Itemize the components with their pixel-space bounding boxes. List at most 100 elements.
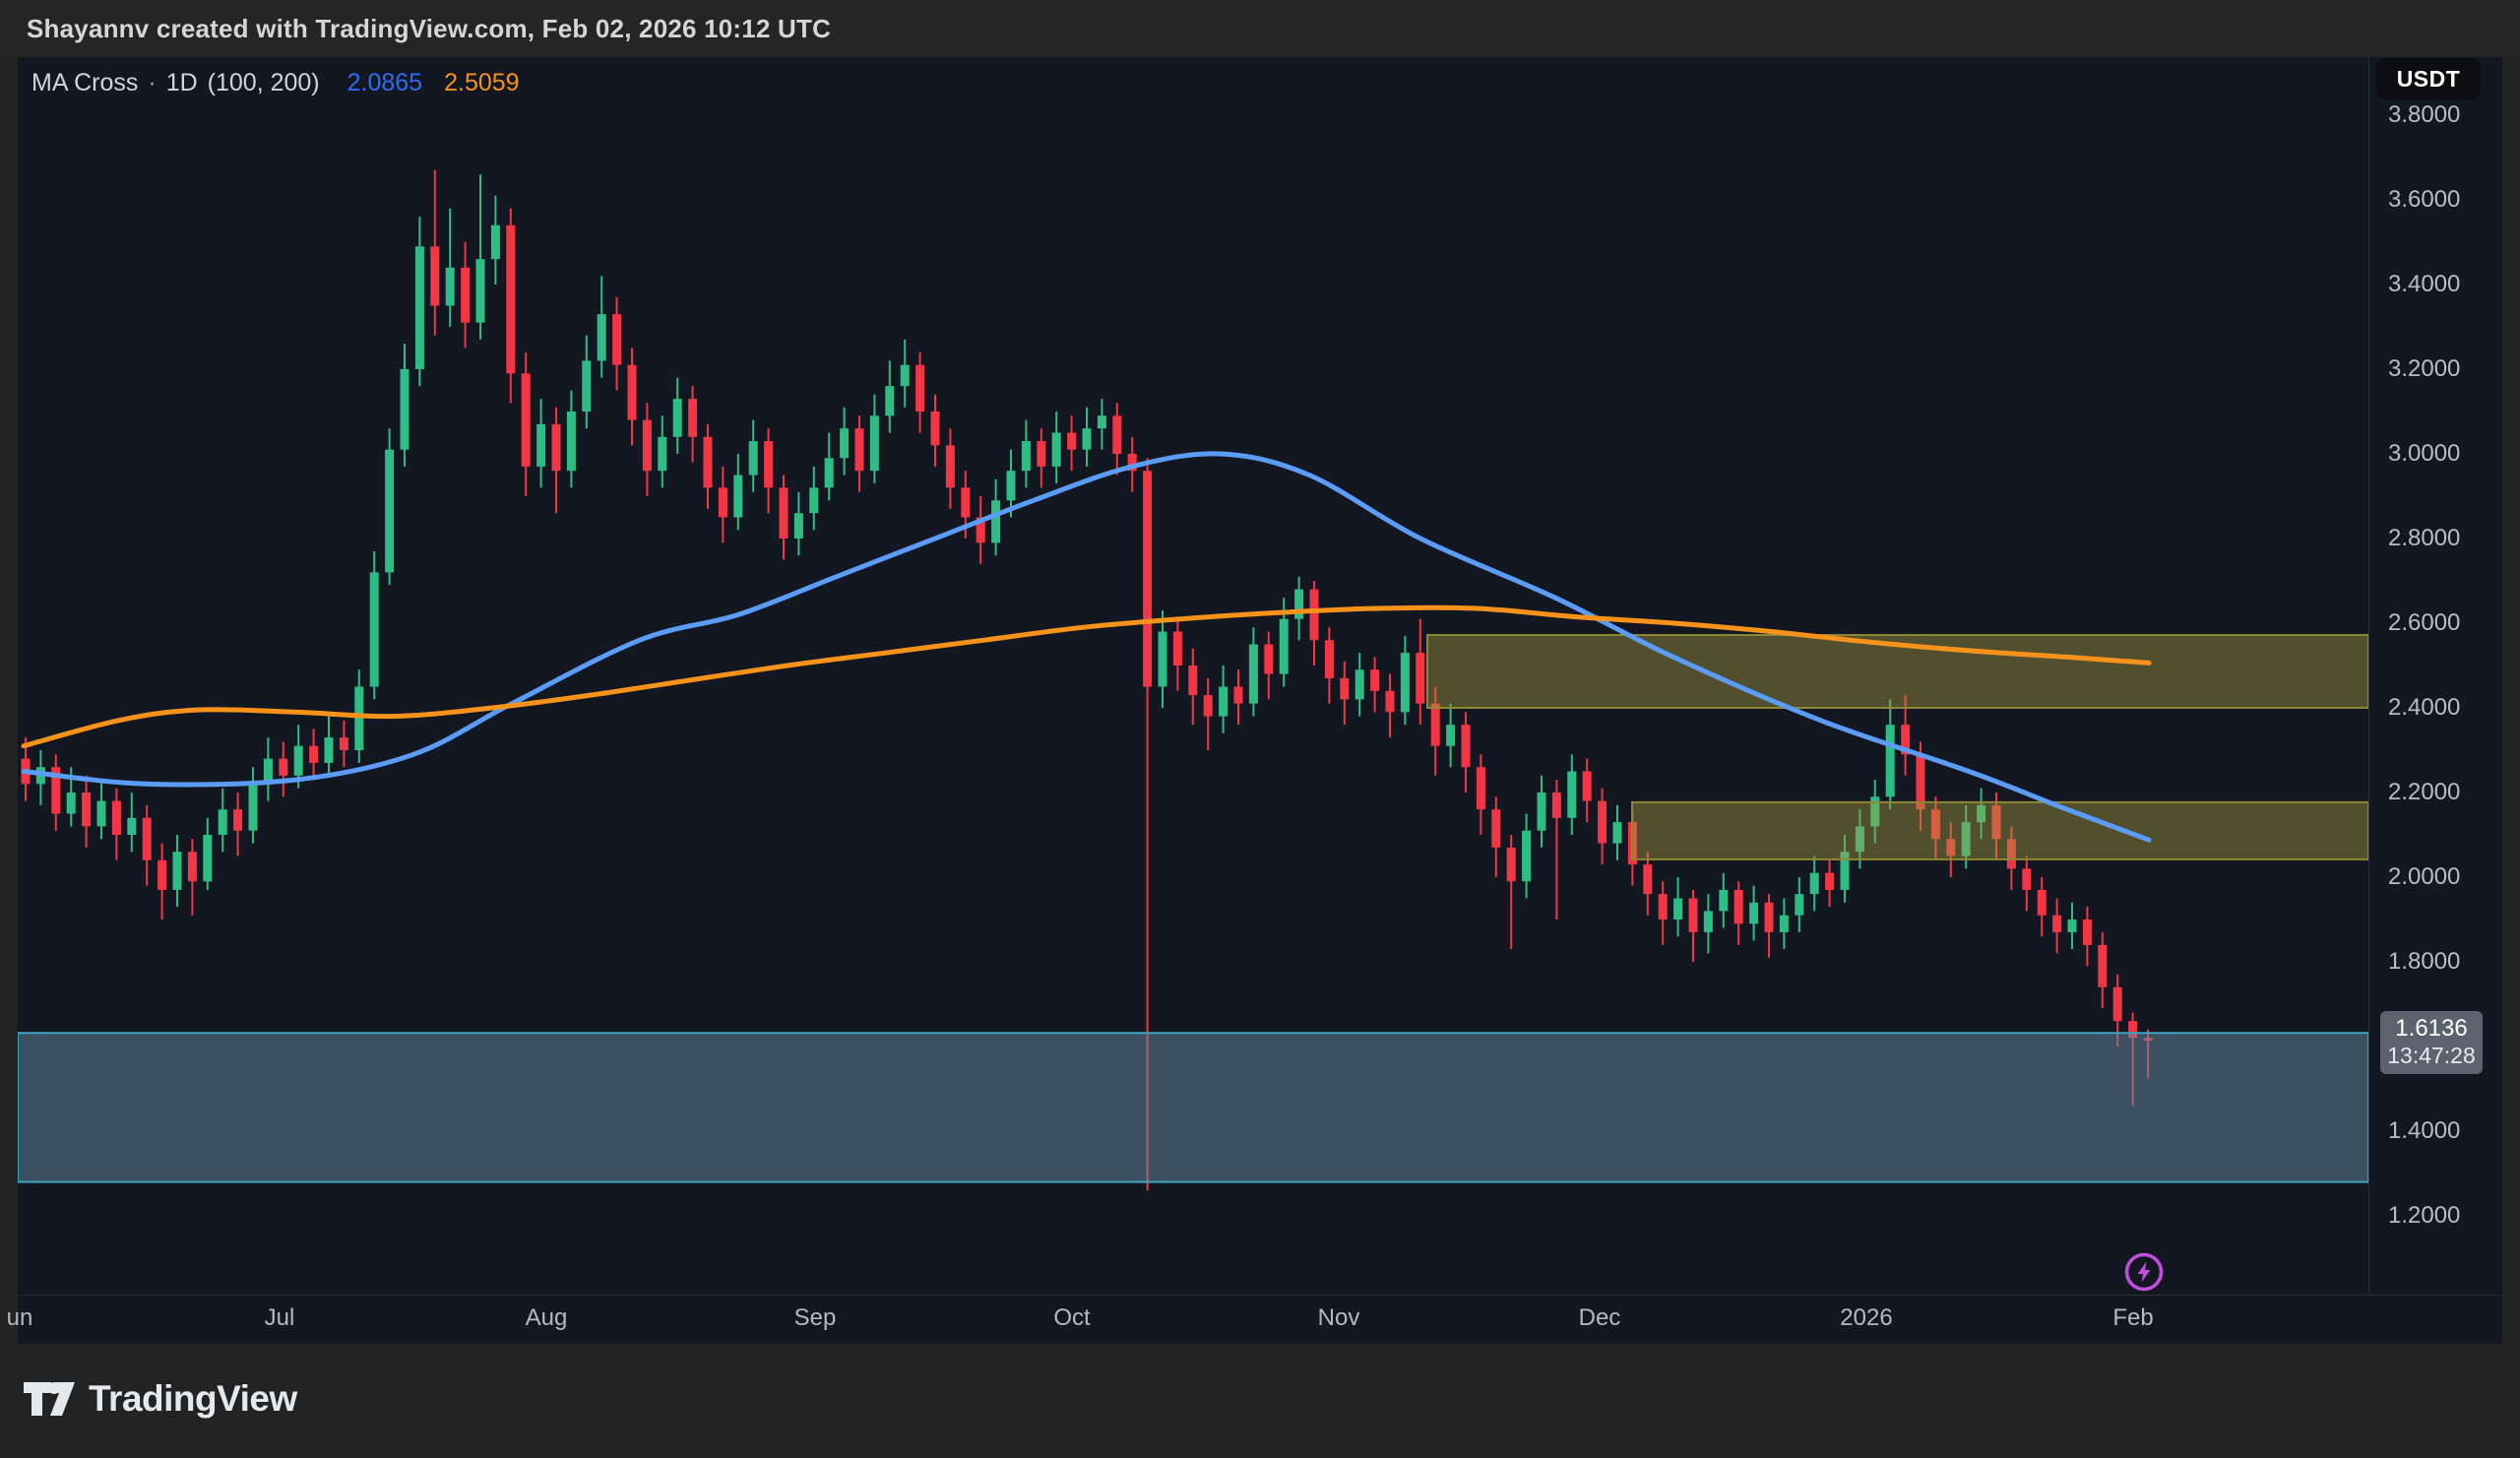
candle-body [703,436,713,488]
candle-body [1416,653,1425,704]
price-axis[interactable]: USDT 3.8000 3.6000 3.4000 3.2000 3.0000 2.800… [2368,57,2502,1295]
candle-body [385,449,395,573]
candle-body [536,423,546,467]
candle-body [354,686,364,750]
candle-body [82,792,92,827]
indicator-params: (100, 200) [207,69,320,96]
indicator-legend[interactable]: MA Cross · 1D (100, 200) 2.0865 2.5059 [32,69,520,97]
price-tick-label: 2.6000 [2388,609,2461,636]
price-tick-label: 1.2000 [2388,1202,2461,1229]
candle-body [1612,822,1622,844]
candle-body [1188,666,1198,696]
candle-body [551,423,561,472]
price-tick-label: 1.8000 [2388,948,2461,975]
candle-body [1764,902,1774,932]
candle-body [1688,898,1698,932]
candle-body [1067,432,1077,450]
candle-body [748,441,758,475]
candle-body [1158,631,1167,687]
attribution-text: Shayannv created with TradingView.com, F… [27,14,832,43]
candle-body [51,767,61,814]
candlestick-chart [18,169,2368,1191]
candle-body [142,817,152,860]
candle-body [1825,872,1835,890]
candle-body [1658,894,1668,919]
candle-body [293,745,303,776]
candle-body [1537,792,1546,831]
candle-body [1491,809,1501,848]
candle-body [840,428,850,459]
time-axis-label: un [6,1304,33,1331]
price-tick-label: 2.8000 [2388,525,2461,551]
candle-body [991,500,1001,543]
time-axis-label: Sep [793,1304,837,1331]
candle-body [1809,872,1819,895]
legend-separator: · [148,69,157,96]
candle-body [1795,894,1804,916]
candle-body [1400,653,1410,713]
candle-body [506,224,516,374]
candle-body [248,784,258,831]
candle-body [930,412,940,446]
candle-body [2037,889,2047,916]
candle-body [127,817,137,835]
tradingview-logo[interactable]: TradingView [24,1376,297,1422]
candle-body [1461,725,1471,768]
tradingview-logo-icon [24,1382,75,1416]
price-tick-label: 3.0000 [2388,440,2461,467]
candle-body [612,314,622,365]
indicator-title: MA Cross [32,69,139,96]
candle-body [309,745,319,763]
candle-body [869,415,879,472]
candle-body [2022,868,2032,890]
chart-pane[interactable]: MA Cross · 1D (100, 200) 2.0865 2.5059 [18,57,2368,1295]
candle-body [688,399,698,437]
time-axis[interactable]: un Jul Aug Sep Oct Nov Dec 2026 Feb [7,1295,2502,1344]
last-price-tag: 1.6136 13:47:28 [2380,1011,2483,1075]
candle-body [1264,644,1274,674]
candle-body [490,224,500,260]
candle-body [1582,771,1592,801]
candle-body [1870,796,1880,827]
boost-lightning-button[interactable] [2123,1251,2165,1293]
candle-body [1567,771,1577,818]
candle-body [111,800,121,835]
lightning-icon [2124,1252,2164,1292]
candle-body [627,364,637,420]
candle-body [824,458,834,488]
candle-body [445,267,455,306]
candle-body [187,852,197,882]
candle-body [2112,986,2122,1022]
candle-body [1006,471,1016,501]
time-axis-label: Jul [264,1304,295,1331]
ma-fast-value: 2.0865 [346,69,423,96]
candle-body [1855,826,1864,853]
candle-body [1309,589,1319,641]
quote-currency-toggle[interactable]: USDT [2376,58,2481,99]
candle-body [1143,471,1153,687]
candle-body [672,399,682,437]
candle-body [1991,804,2001,840]
attribution-bar: Shayannv created with TradingView.com, F… [0,0,2520,57]
candle-body [793,513,803,539]
candle-body [475,259,485,323]
bar-countdown: 13:47:28 [2387,1043,2476,1069]
candle-body [1961,822,1971,856]
candle-body [854,428,864,472]
candle-body [1733,889,1743,924]
candle-body [263,758,273,785]
time-axis-label: 2026 [1840,1304,1893,1331]
candle-body [339,737,348,750]
candle-body [961,487,971,518]
candle-body [597,314,606,361]
supply-zone-lower[interactable] [1631,800,2368,860]
time-axis-label: Aug [525,1304,568,1331]
candle-body [1840,852,1850,890]
price-tick-label: 3.2000 [2388,355,2461,382]
candle-body [158,859,167,890]
candle-body [2082,919,2092,945]
support-zone[interactable] [18,1032,2368,1183]
candle-body [324,737,334,763]
candle-body [1522,830,1532,882]
candle-body [1430,703,1440,746]
